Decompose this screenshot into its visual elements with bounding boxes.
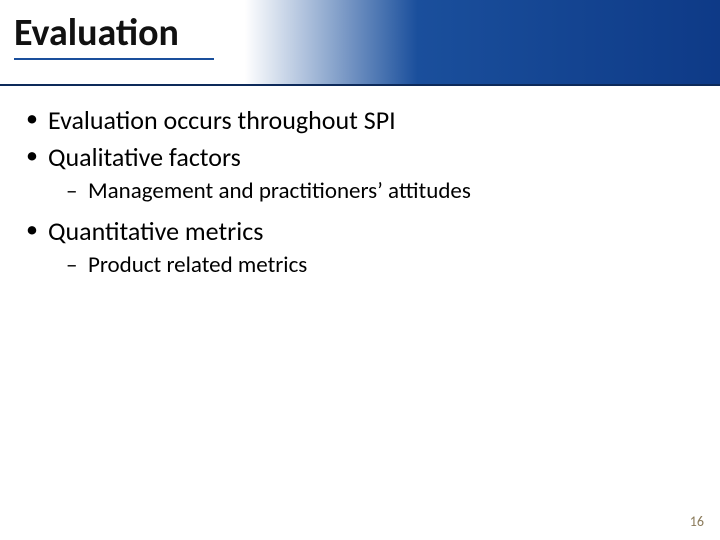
title-underline: [14, 58, 214, 60]
slide-content: Evaluation occurs throughout SPI Qualita…: [22, 104, 698, 289]
slide: Evaluation Evaluation occurs throughout …: [0, 0, 720, 540]
bullet-level1: Qualitative factors: [22, 141, 698, 174]
page-number: 16: [690, 513, 704, 530]
title-band: Evaluation: [0, 0, 720, 86]
slide-title: Evaluation: [14, 10, 179, 56]
bullet-level1: Quantitative metrics: [22, 215, 698, 248]
bullet-level2: Management and practitioners’ attitudes: [22, 177, 698, 207]
bullet-level1: Evaluation occurs throughout SPI: [22, 104, 698, 137]
bullet-level2: Product related metrics: [22, 251, 698, 281]
